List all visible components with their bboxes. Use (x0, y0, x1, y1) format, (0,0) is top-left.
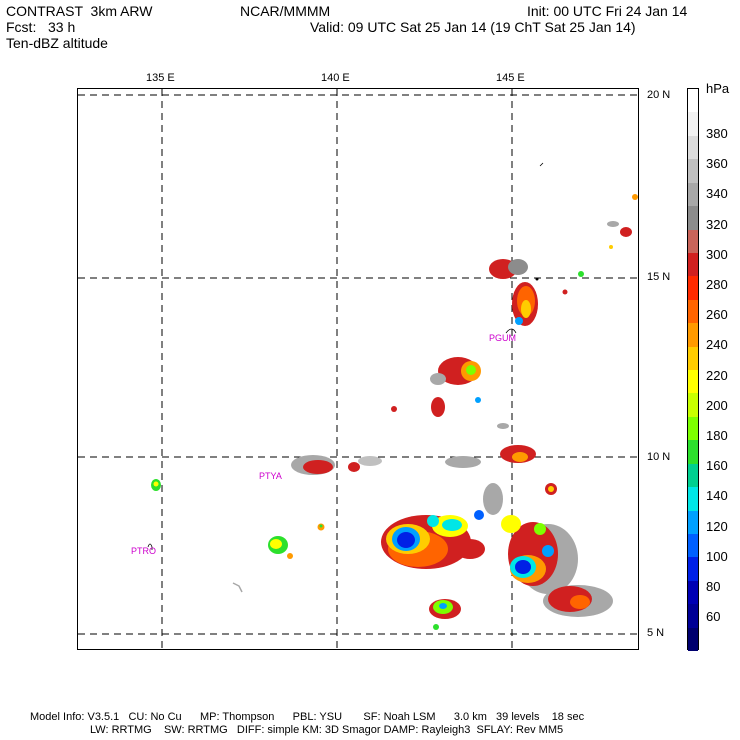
colorbar-swatch (688, 159, 698, 184)
colorbar-label: 300 (706, 246, 728, 262)
colorbar-label: 200 (706, 397, 728, 413)
colorbar-swatch (688, 604, 698, 629)
colorbar-swatch (688, 346, 698, 371)
echo-cluster-west (232, 536, 293, 593)
field-name: Ten-dBZ altitude (6, 35, 108, 51)
colorbar-swatch (688, 440, 698, 465)
station-label-ptro: PTRO (131, 546, 157, 556)
islet-north (539, 162, 544, 167)
lat-label-10n: 10 N (647, 451, 671, 463)
echo-cluster-ptya (151, 455, 481, 531)
colorbar-swatch (688, 229, 698, 254)
colorbar-swatch (688, 206, 698, 230)
lat-label-20n: 20 N (647, 89, 671, 101)
colorbar-label: 60 (706, 609, 721, 625)
colorbar-label: 340 (706, 186, 728, 202)
colorbar-label: 180 (706, 428, 728, 443)
pgum-island (505, 328, 517, 334)
map-graphic (78, 89, 638, 649)
colorbar-swatch (688, 510, 698, 535)
valid-time: Valid: 09 UTC Sat 25 Jan 14 (19 ChT Sat … (310, 19, 636, 35)
colorbar-label: 160 (706, 458, 728, 474)
lat-label-5n: 5 N (647, 627, 665, 639)
colorbar-swatch (688, 252, 698, 277)
colorbar-label: 80 (706, 579, 721, 594)
colorbar-swatch (688, 487, 698, 511)
colorbar-label: 240 (706, 337, 728, 353)
colorbar-unit: hPa (706, 81, 730, 96)
forecast-hour: Fcst: 33 h (6, 19, 76, 35)
init-time: Init: 00 UTC Fri 24 Jan 14 (527, 3, 688, 19)
lat-label-15n: 15 N (647, 271, 671, 283)
echo-cluster-12n (391, 357, 557, 495)
lon-label-145e: 145 E (496, 72, 525, 84)
echo-cluster-large (381, 483, 613, 630)
colorbar-label: 260 (706, 307, 728, 323)
model-info-line2: LW: RRTMG SW: RRTMG DIFF: simple KM: 3D … (90, 724, 564, 736)
colorbar-swatch (688, 323, 698, 348)
colorbar-label: 120 (706, 518, 728, 534)
colorbar-label: 380 (706, 126, 728, 141)
colorbar-label: 140 (706, 488, 728, 504)
lon-label-140e: 140 E (321, 72, 350, 84)
map-panel (77, 88, 639, 650)
colorbar-label: 360 (706, 156, 728, 172)
center-name: NCAR/MMMM (240, 3, 331, 19)
colorbar-swatch (688, 463, 698, 488)
echo-cluster-marianas (489, 194, 638, 326)
station-label-ptya: PTYA (259, 471, 282, 481)
colorbar-swatch (688, 393, 698, 418)
colorbar-swatch (688, 276, 698, 301)
colorbar-swatch (688, 627, 698, 652)
colorbar-swatch (688, 89, 698, 113)
colorbar-label: 100 (706, 548, 728, 564)
colorbar-swatch (688, 580, 698, 605)
colorbar-swatch (688, 533, 698, 558)
station-label-pgum: PGUM (489, 333, 516, 343)
colorbar-swatch (688, 299, 698, 324)
ptro-island (147, 543, 153, 550)
colorbar-label: 280 (706, 277, 728, 292)
model-info-line1: Model Info: V3.5.1 CU: No Cu MP: Thompso… (30, 711, 585, 723)
colorbar-swatch (688, 416, 698, 441)
colorbar-swatch (688, 370, 698, 394)
colorbar-swatch (688, 557, 698, 582)
station-markers (147, 162, 544, 550)
model-name: CONTRAST 3km ARW (6, 3, 153, 19)
colorbar-swatch (688, 135, 698, 160)
colorbar-label: 320 (706, 216, 728, 232)
colorbar-swatch (688, 112, 698, 137)
colorbar (687, 88, 699, 652)
lon-label-135e: 135 E (146, 72, 175, 84)
colorbar-label: 220 (706, 367, 728, 383)
colorbar-swatch (688, 182, 698, 207)
